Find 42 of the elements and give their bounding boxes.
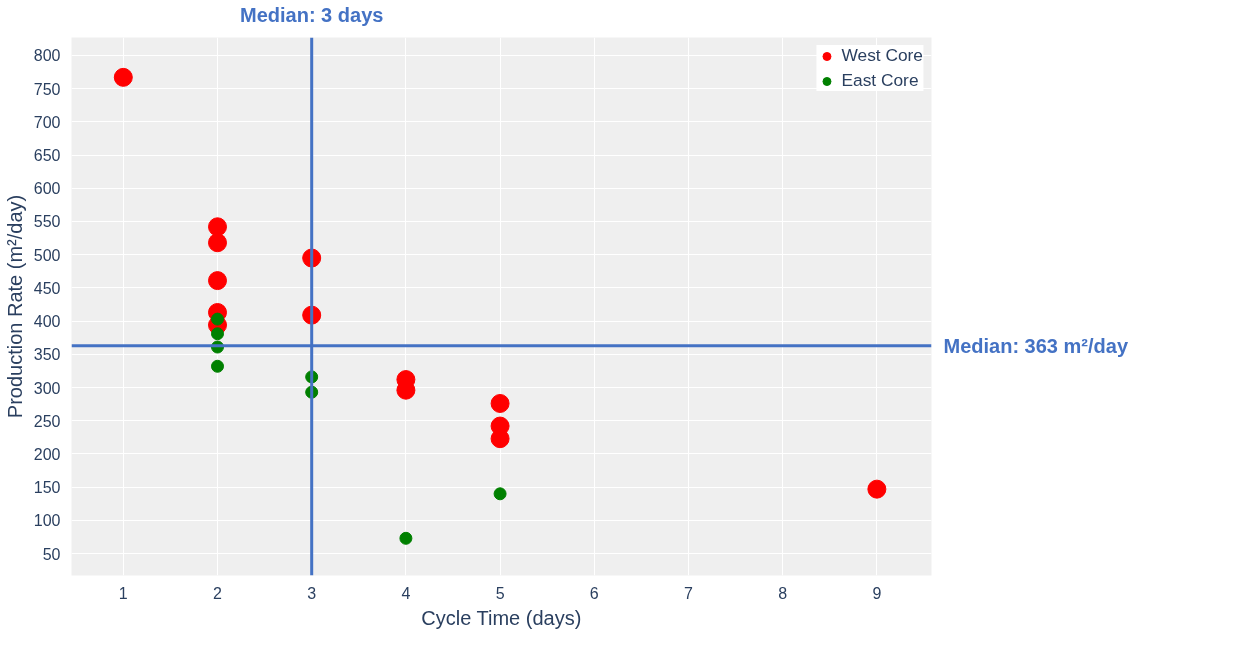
legend-label: West Core (841, 45, 923, 66)
y-tick-label: 700 (33, 113, 61, 131)
x-tick-label: 6 (589, 584, 599, 602)
y-tick-label: 50 (42, 545, 61, 563)
point (211, 327, 224, 341)
x-tick-label: 9 (872, 584, 882, 602)
x-tick-label: 3 (307, 584, 317, 602)
y-tick-label: 600 (33, 180, 61, 198)
y-tick-label: 300 (33, 379, 61, 397)
y-tick-label: 650 (33, 147, 61, 165)
y-tick-label: 250 (33, 412, 61, 430)
y-axis-title: Production Rate (m²/day) (3, 194, 26, 419)
y-tick-label: 450 (33, 279, 61, 297)
y-tick-label: 200 (33, 445, 61, 463)
point (208, 271, 227, 291)
ref-line-label: Median: 363 m²/day (943, 334, 1129, 357)
point (399, 531, 413, 545)
point (113, 67, 133, 87)
point (208, 217, 227, 237)
y-tick-label: 500 (33, 246, 61, 264)
ref-line-label: Median: 3 days (240, 3, 384, 26)
y-tick-label: 550 (33, 213, 61, 231)
x-tick-label: 5 (495, 584, 505, 602)
point (490, 393, 510, 413)
y-tick-label: 400 (33, 313, 61, 331)
y-tick-label: 150 (33, 479, 61, 497)
x-tick-label: 7 (684, 584, 694, 602)
x-tick-label: 2 (213, 584, 223, 602)
point (211, 359, 224, 373)
y-tick-label: 350 (33, 346, 61, 364)
x-axis-title: Cycle Time (days) (421, 606, 582, 629)
y-tick-label: 800 (33, 47, 61, 65)
x-tick-label: 1 (118, 584, 128, 602)
point (867, 479, 887, 499)
y-tick-label: 100 (33, 512, 61, 530)
y-tick-label: 750 (33, 80, 61, 98)
point (493, 487, 507, 501)
x-tick-label: 4 (401, 584, 411, 602)
point (490, 429, 510, 449)
x-tick-label: 8 (778, 584, 788, 602)
legend-label: East Core (841, 70, 919, 91)
point (208, 233, 227, 253)
